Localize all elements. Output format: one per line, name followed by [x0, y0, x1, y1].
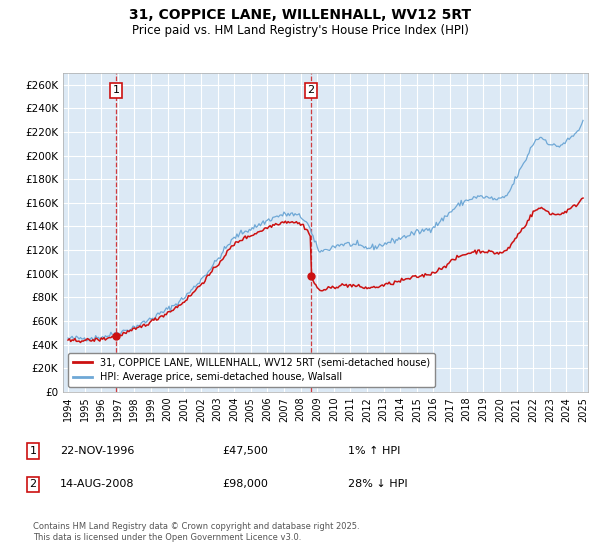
- Text: £47,500: £47,500: [222, 446, 268, 456]
- Text: 28% ↓ HPI: 28% ↓ HPI: [348, 479, 407, 489]
- Text: 1: 1: [112, 85, 119, 95]
- Text: 1% ↑ HPI: 1% ↑ HPI: [348, 446, 400, 456]
- Text: 14-AUG-2008: 14-AUG-2008: [60, 479, 134, 489]
- Text: Contains HM Land Registry data © Crown copyright and database right 2025.
This d: Contains HM Land Registry data © Crown c…: [33, 522, 359, 542]
- Text: 1: 1: [29, 446, 37, 456]
- Text: 2: 2: [307, 85, 314, 95]
- Text: 2: 2: [29, 479, 37, 489]
- Text: Price paid vs. HM Land Registry's House Price Index (HPI): Price paid vs. HM Land Registry's House …: [131, 24, 469, 36]
- Text: 31, COPPICE LANE, WILLENHALL, WV12 5RT: 31, COPPICE LANE, WILLENHALL, WV12 5RT: [129, 8, 471, 22]
- Legend: 31, COPPICE LANE, WILLENHALL, WV12 5RT (semi-detached house), HPI: Average price: 31, COPPICE LANE, WILLENHALL, WV12 5RT (…: [68, 353, 435, 387]
- Text: 22-NOV-1996: 22-NOV-1996: [60, 446, 134, 456]
- Text: £98,000: £98,000: [222, 479, 268, 489]
